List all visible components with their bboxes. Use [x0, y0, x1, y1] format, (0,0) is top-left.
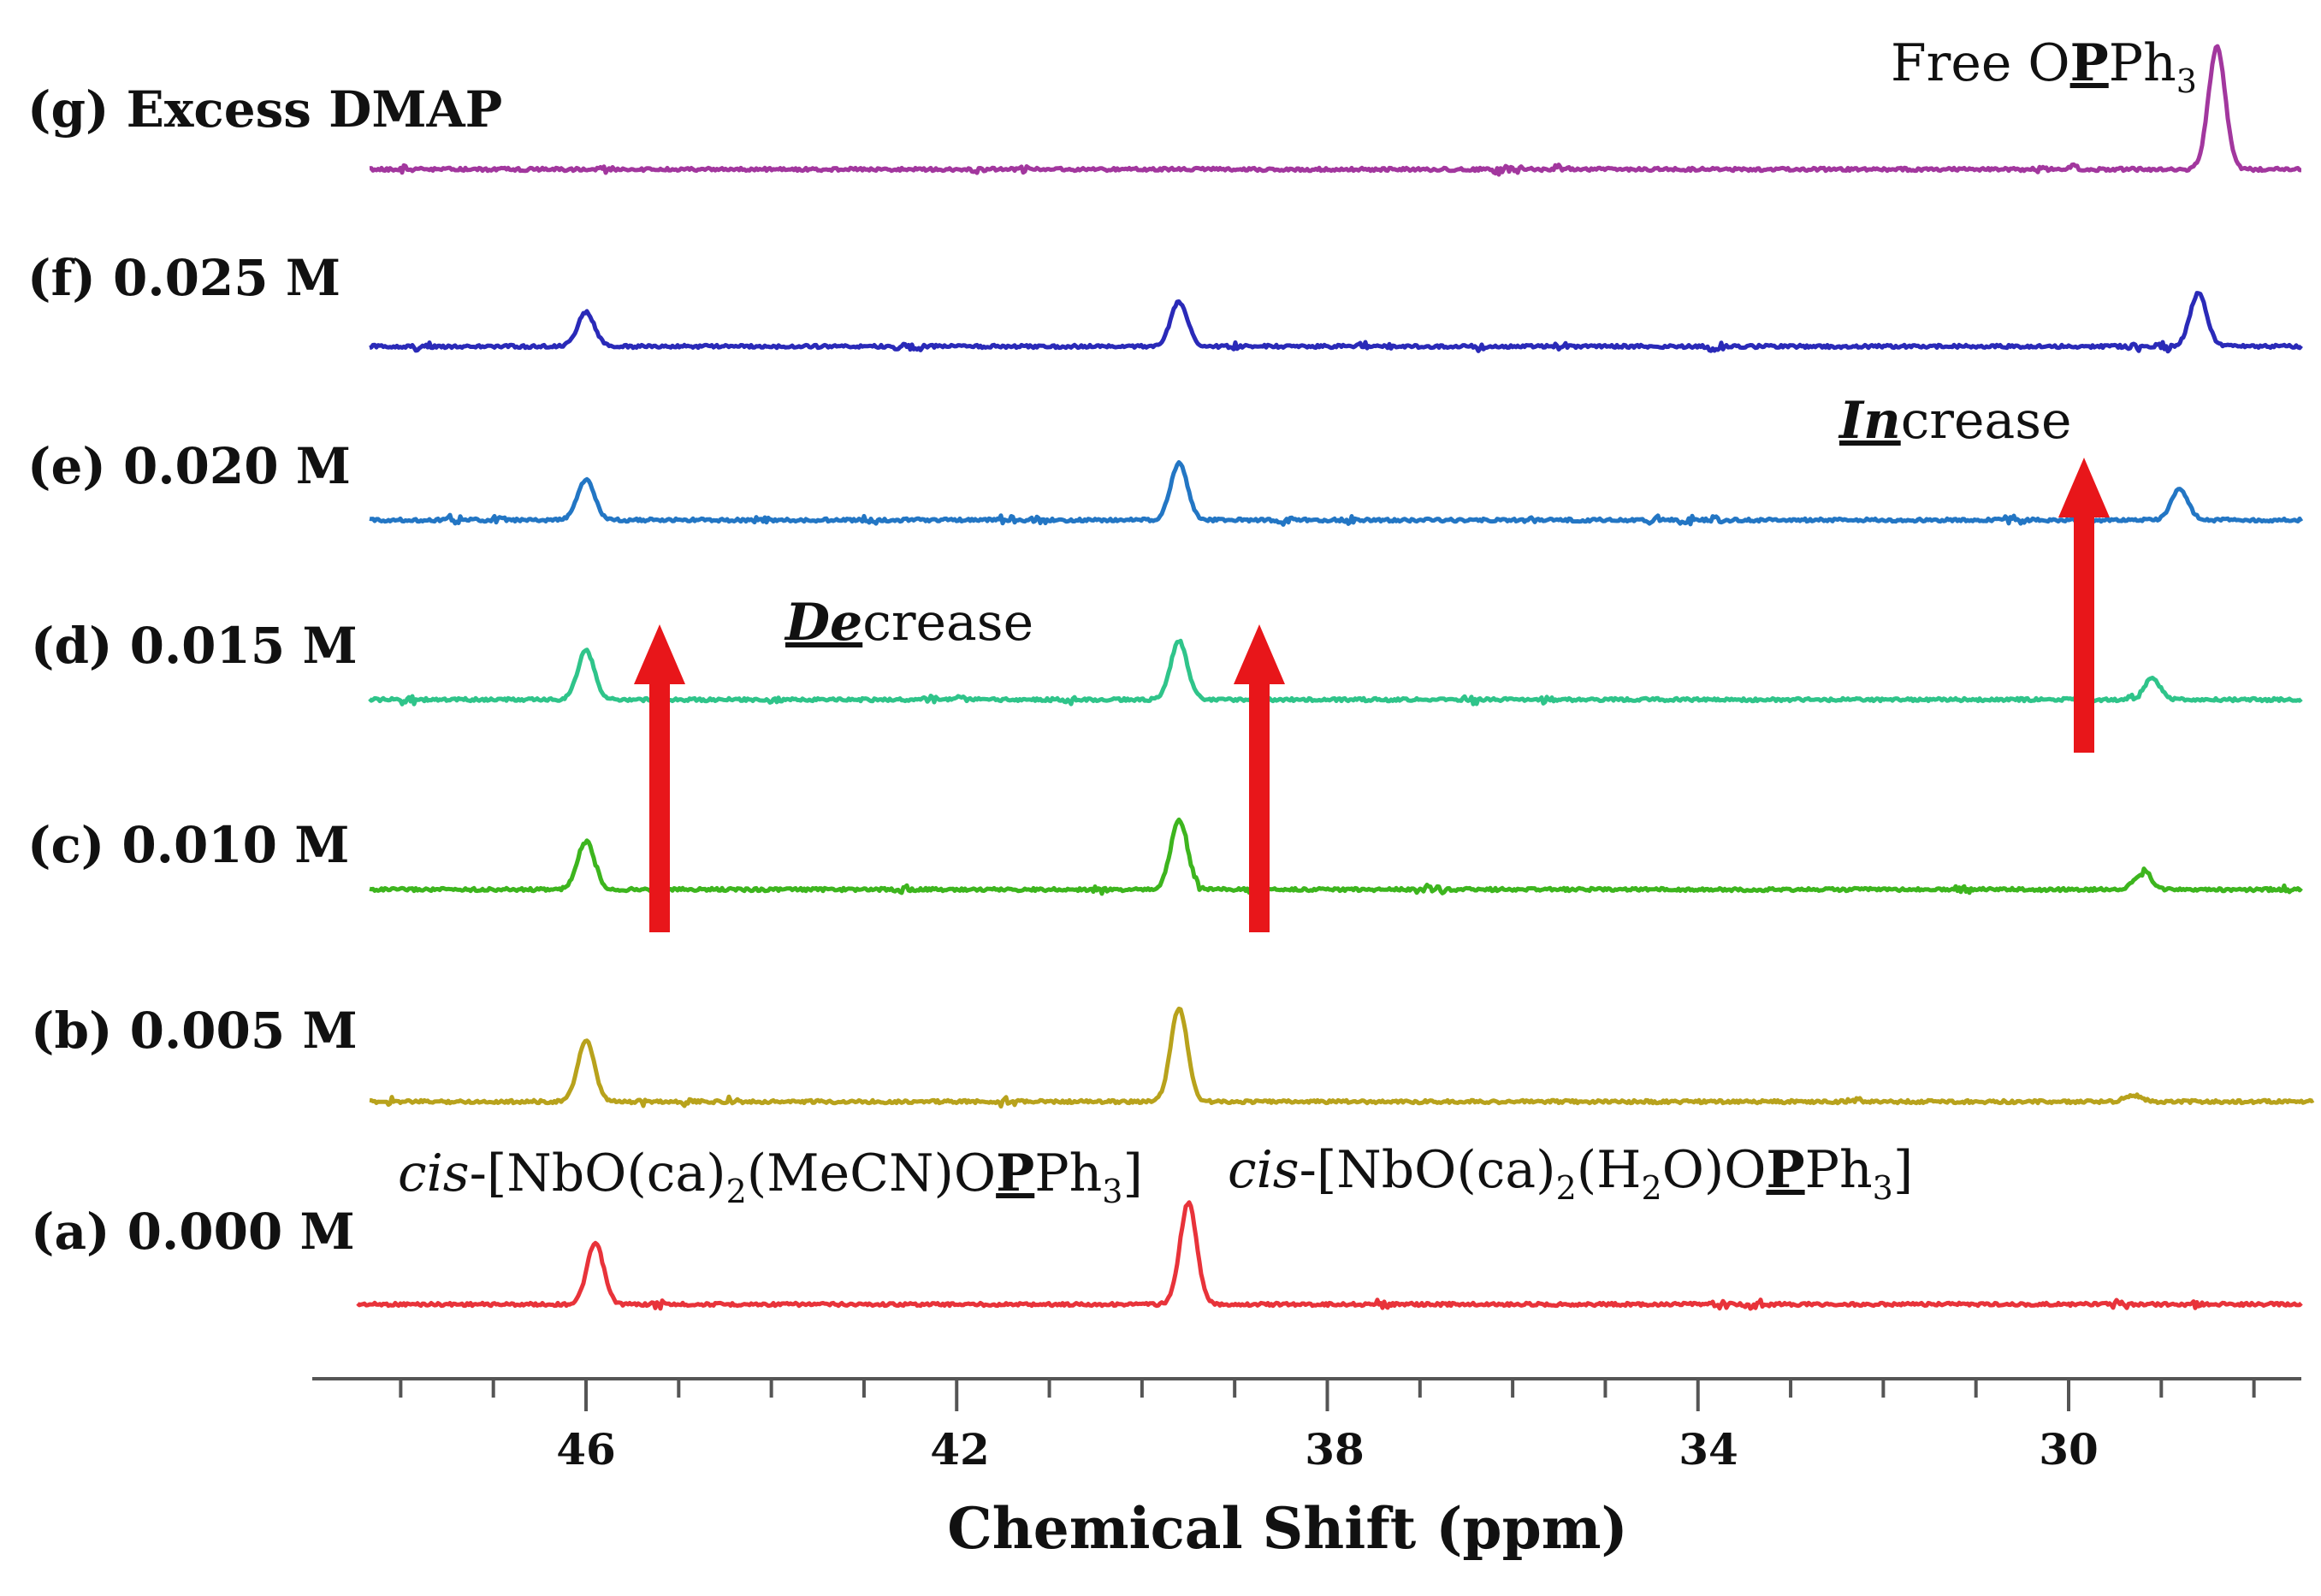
complex-a-text: -[NbO(ca) — [470, 1144, 726, 1203]
trend-arrows — [634, 458, 2110, 932]
complex-b-mid2: O)O — [1662, 1140, 1767, 1200]
tick-label-46: 46 — [556, 1424, 616, 1475]
series-label-a: (a) 0.000 M — [31, 1203, 355, 1261]
increase-annotation: Increase — [1838, 391, 2072, 451]
x-axis: 46 42 38 34 30 Chemical Shift (ppm) — [312, 1377, 2301, 1562]
spectrum-line-c — [369, 817, 2303, 896]
complex-b-sub3: 3 — [1873, 1169, 1893, 1207]
complex-b-sub1: 2 — [1556, 1169, 1577, 1207]
series-labels: (g) Excess DMAP (f) 0.025 M (e) 0.020 M … — [27, 80, 502, 1261]
decrease-arrow-right-shaft — [1249, 676, 1270, 932]
complex-b-sub2: 2 — [1642, 1169, 1662, 1207]
complex-b-tail: Ph — [1805, 1140, 1873, 1200]
spectra-group — [356, 44, 2315, 1311]
spectrum-line-b — [369, 1006, 2315, 1109]
increase-rest: crease — [1901, 391, 2072, 451]
free-ligand-annotation: Free OPPh3 — [1891, 33, 2197, 100]
complex-b-end: ] — [1893, 1140, 1913, 1200]
complex-a-mid: (MeCN)O — [747, 1144, 996, 1203]
decrease-arrow-right — [1234, 624, 1285, 932]
complex-b-mid: (H — [1577, 1140, 1642, 1200]
complex-a-italic: cis — [398, 1144, 470, 1203]
decrease-arrow-left-shaft — [649, 676, 670, 932]
decrease-arrow-right-head — [1234, 624, 1285, 684]
x-axis-ticks — [399, 1379, 2256, 1411]
spectrum-line-g — [369, 44, 2302, 177]
complex-b-bold-p: P — [1766, 1140, 1804, 1200]
complex-a-end: ] — [1122, 1144, 1142, 1203]
complex-a-sub1: 2 — [726, 1173, 747, 1210]
complex-a-annotation: cis-[NbO(ca)2(MeCN)OPPh3] — [398, 1144, 1143, 1210]
complex-b-italic: cis — [1228, 1140, 1300, 1200]
series-label-f: (f) 0.025 M — [27, 249, 340, 307]
series-label-g: (g) Excess DMAP — [27, 80, 502, 139]
series-label-b: (b) 0.005 M — [31, 1002, 358, 1060]
free-ligand-text: Free O — [1891, 33, 2070, 93]
increase-emph: In — [1838, 391, 1901, 451]
free-ligand-bold-p: P — [2070, 33, 2109, 93]
complex-a-sub2: 3 — [1102, 1173, 1122, 1210]
free-ligand-sub: 3 — [2176, 62, 2197, 100]
complex-a-bold-p: P — [996, 1144, 1034, 1203]
tick-label-34: 34 — [1679, 1424, 1738, 1475]
spectrum-line-d — [368, 638, 2303, 706]
complex-a-tail: Ph — [1034, 1144, 1102, 1203]
complex-b-annotation: cis-[NbO(ca)2(H2O)OPPh3] — [1228, 1140, 1913, 1207]
increase-arrow-head — [2058, 458, 2110, 517]
spectrum-line-e — [369, 460, 2304, 527]
tick-label-42: 42 — [930, 1424, 990, 1475]
spectrum-line-f — [369, 291, 2303, 354]
tick-label-38: 38 — [1305, 1424, 1365, 1475]
decrease-arrow-left-head — [634, 624, 685, 684]
increase-arrow — [2058, 458, 2110, 753]
decrease-rest: crease — [862, 593, 1033, 653]
decrease-arrow-left — [634, 624, 685, 932]
free-ligand-tail: Ph — [2109, 33, 2176, 93]
series-label-e: (e) 0.020 M — [27, 437, 351, 495]
decrease-emph: De — [784, 593, 862, 653]
series-label-c: (c) 0.010 M — [27, 816, 349, 874]
decrease-annotation: Decrease — [784, 593, 1033, 653]
tick-label-30: 30 — [2039, 1424, 2099, 1475]
increase-arrow-shaft — [2074, 513, 2094, 753]
spectrum-line-a — [356, 1200, 2303, 1311]
x-axis-title: Chemical Shift (ppm) — [947, 1495, 1628, 1562]
complex-b-text: -[NbO(ca) — [1300, 1140, 1556, 1200]
series-label-d: (d) 0.015 M — [31, 617, 358, 675]
